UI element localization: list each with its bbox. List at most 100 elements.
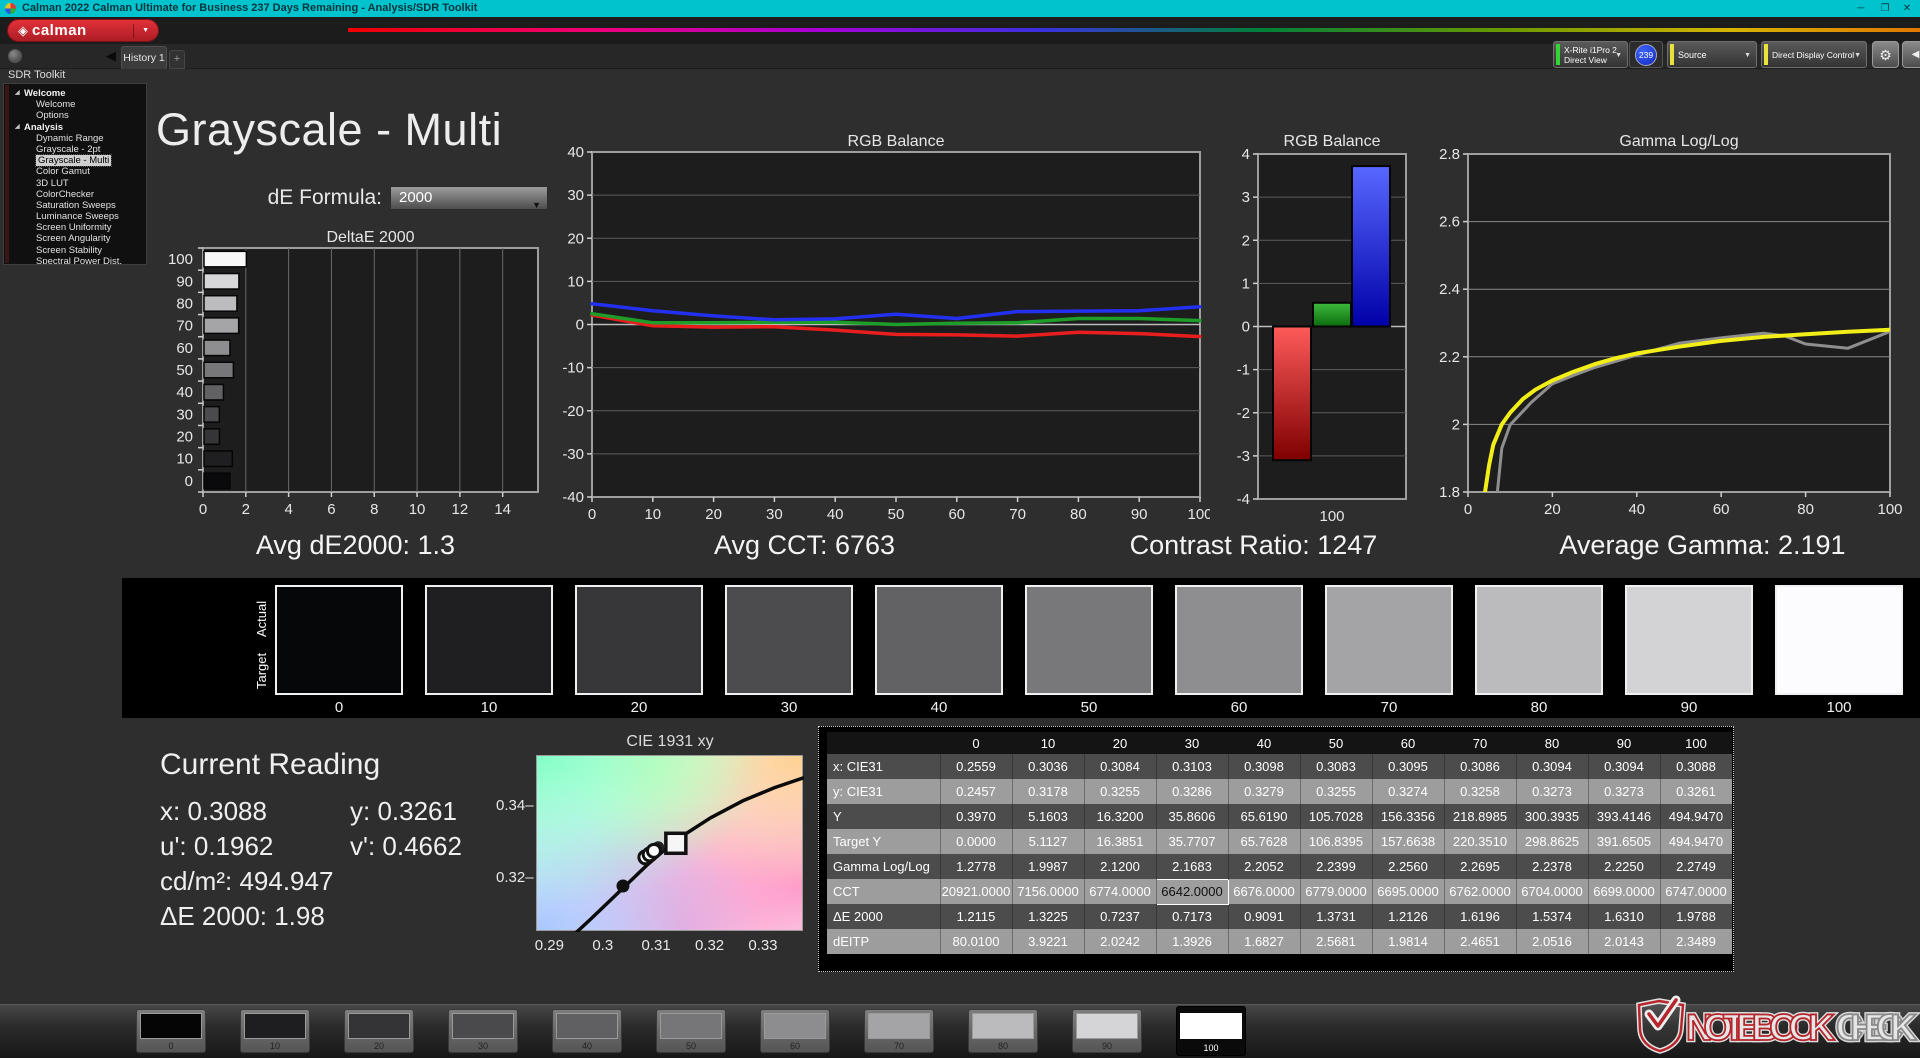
reading-de2000: ΔE 2000: 1.98 — [160, 901, 325, 931]
table-column-header: 10 — [1012, 732, 1084, 754]
chevron-down-icon: ▼ — [1744, 52, 1751, 59]
source-label: Source — [1678, 50, 1707, 60]
table-cell: 0.3084 — [1084, 754, 1157, 779]
table-cell: 2.4651 — [1444, 929, 1517, 954]
grayscale-swatch-100 — [1775, 585, 1903, 695]
table-column-header: 20 — [1084, 732, 1156, 754]
svg-text:12: 12 — [452, 501, 469, 518]
deltae-bar-60 — [203, 339, 231, 357]
pattern-button-10[interactable]: 10 — [240, 1009, 310, 1053]
svg-text:40: 40 — [176, 384, 193, 401]
sidebar-item-spectral-power-dist-[interactable]: Spectral Power Dist. — [10, 255, 146, 265]
svg-text:100: 100 — [168, 251, 193, 268]
svg-text:60: 60 — [176, 340, 193, 357]
source-dropdown[interactable]: Source ▼ — [1667, 41, 1757, 68]
display-control-dropdown[interactable]: Direct Display Control ▼ — [1761, 41, 1867, 68]
sidebar-item-label: 3D LUT — [36, 177, 69, 189]
table-cell: 0.3094 — [1516, 754, 1589, 779]
sidebar-item-saturation-sweeps[interactable]: Saturation Sweeps — [10, 200, 146, 211]
pattern-button-60[interactable]: 60 — [760, 1009, 830, 1053]
sidebar-item-dynamic-range[interactable]: Dynamic Range — [10, 133, 146, 144]
sidebar-item-colorchecker[interactable]: ColorChecker — [10, 189, 146, 200]
deltae-bar-70 — [203, 317, 240, 335]
table-row-label: Gamma Log/Log — [827, 854, 941, 879]
table-cell: 220.3510 — [1444, 829, 1517, 854]
close-button[interactable]: ✕ — [1902, 3, 1912, 14]
pattern-button-20[interactable]: 20 — [344, 1009, 414, 1053]
expander-icon[interactable]: ◢ — [15, 123, 20, 130]
pattern-button-30[interactable]: 30 — [448, 1009, 518, 1053]
stat-contrast-ratio: Contrast Ratio: 1247 — [1129, 530, 1378, 560]
pattern-button-100[interactable]: 100 — [1176, 1006, 1246, 1056]
calman-menu-button[interactable]: ◈ calman ▼ — [7, 19, 159, 42]
table-cell: 1.2126 — [1372, 904, 1445, 929]
tab-add-button[interactable]: + — [169, 50, 185, 69]
pattern-button-70[interactable]: 70 — [864, 1009, 934, 1053]
measured-point — [616, 879, 630, 893]
sidebar-item-welcome[interactable]: Welcome — [10, 99, 146, 110]
tab-history-1[interactable]: History 1 — [121, 46, 167, 69]
svg-text:-40: -40 — [562, 489, 584, 506]
table-cell: 393.4146 — [1588, 804, 1661, 829]
table-row: y: CIE31 0.2457 0.3178 0.3255 0.3286 0.3279 0.… — [827, 779, 1733, 804]
minimize-button[interactable]: ─ — [1857, 3, 1865, 14]
svg-text:0: 0 — [576, 317, 584, 334]
sidebar-item-label: Spectral Power Dist. — [36, 255, 123, 265]
table-cell: 6695.0000 — [1372, 879, 1445, 904]
pattern-button-50[interactable]: 50 — [656, 1009, 726, 1053]
table-cell: 0.0000 — [940, 829, 1013, 854]
table-cell: 0.7237 — [1084, 904, 1157, 929]
settings-button[interactable]: ⚙ — [1872, 41, 1899, 68]
gear-icon: ⚙ — [1879, 47, 1892, 63]
pattern-button-80[interactable]: 80 — [968, 1009, 1038, 1053]
swatch-level-label: 80 — [1530, 699, 1548, 716]
table-cell: 0.3094 — [1588, 754, 1661, 779]
pattern-button-0[interactable]: 0 — [136, 1009, 206, 1053]
sidebar-item-grayscale-multi[interactable]: Grayscale - Multi — [10, 154, 146, 168]
svg-text:-4: -4 — [1237, 491, 1250, 508]
table-column-header: 70 — [1444, 732, 1516, 754]
pattern-button-40[interactable]: 40 — [552, 1009, 622, 1053]
target-label: Target — [254, 652, 269, 690]
pattern-patch — [1180, 1013, 1242, 1039]
maximize-button[interactable]: ❐ — [1880, 3, 1890, 14]
cie-plot-area — [536, 755, 804, 932]
table-cell: 0.2559 — [940, 754, 1013, 779]
meter-name: X-Rite i1Pro 2 — [1564, 45, 1617, 55]
svg-text:10: 10 — [567, 273, 584, 290]
sidebar-item-welcome[interactable]: ◢ Welcome — [10, 88, 146, 99]
sidebar-item-options[interactable]: Options — [10, 110, 146, 121]
table-cell: 7156.0000 — [1012, 879, 1085, 904]
display-control-status-stripe — [1764, 44, 1768, 65]
sidebar-item-analysis[interactable]: ◢ Analysis — [10, 122, 146, 133]
table-cell: 16.3851 — [1084, 829, 1157, 854]
table-cell: 6699.0000 — [1588, 879, 1661, 904]
meter-dropdown[interactable]: X-Rite i1Pro 2 Direct View ▼ — [1553, 41, 1628, 68]
pattern-level-label: 10 — [269, 1041, 280, 1051]
sidebar-item-grayscale-2pt[interactable]: Grayscale - 2pt — [10, 144, 146, 155]
expander-icon[interactable]: ◢ — [15, 90, 20, 96]
sidebar-item-screen-stability[interactable]: Screen Stability — [10, 245, 146, 256]
layout-dot-button[interactable] — [8, 49, 22, 63]
sidebar-item-screen-angularity[interactable]: Screen Angularity — [10, 233, 146, 244]
sidebar-collapse-icon[interactable]: ◀ — [106, 48, 116, 63]
table-cell: 157.6638 — [1372, 829, 1445, 854]
stat-avg-de2000: Avg dE2000: 1.3 — [255, 530, 456, 560]
sidebar-item-luminance-sweeps[interactable]: Luminance Sweeps — [10, 211, 146, 222]
table-cell: 494.9470 — [1660, 829, 1733, 854]
table-cell: 5.1603 — [1012, 804, 1085, 829]
panel-arrow-button[interactable]: ◀ — [1902, 41, 1920, 68]
meter-count-badge: 239 — [1635, 44, 1657, 66]
sidebar-item-color-gamut[interactable]: Color Gamut — [10, 166, 146, 177]
sidebar-item-3d-lut[interactable]: 3D LUT — [10, 178, 146, 189]
de-formula-select[interactable]: 2000 ▼ — [390, 186, 548, 210]
svg-text:20: 20 — [567, 230, 584, 247]
table-cell: 0.3178 — [1012, 779, 1085, 804]
table-row: Y 0.3970 5.1603 16.3200 35.8606 65.6190 105.70… — [827, 804, 1733, 829]
sidebar-item-screen-uniformity[interactable]: Screen Uniformity — [10, 222, 146, 233]
pattern-button-90[interactable]: 90 — [1072, 1009, 1142, 1053]
sidebar-header: SDR Toolkit — [8, 69, 66, 81]
svg-text:20: 20 — [176, 429, 193, 446]
svg-text:60: 60 — [1713, 501, 1730, 518]
